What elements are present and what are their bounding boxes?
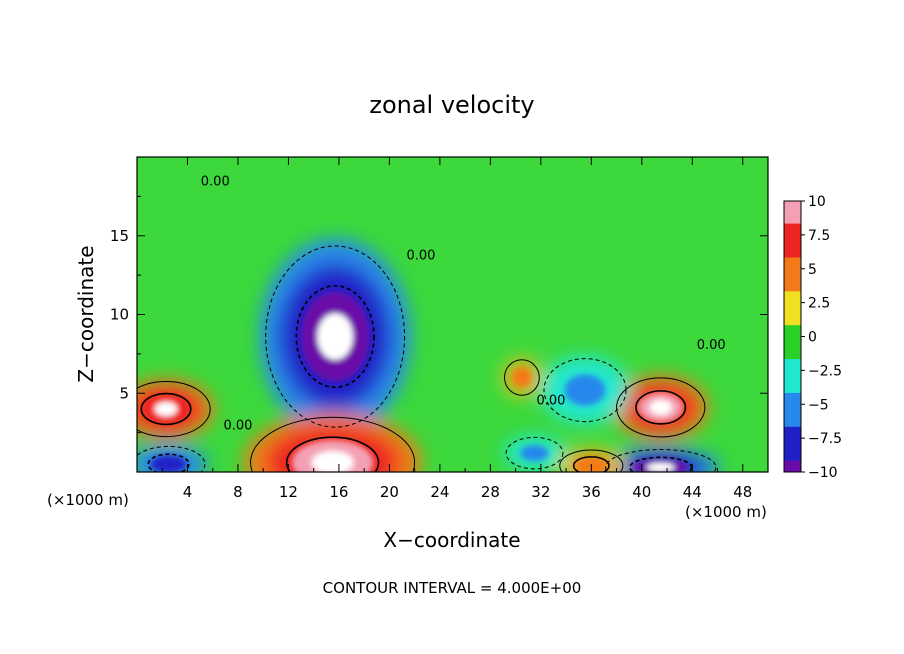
colorbar-band-19 <box>784 415 801 428</box>
contour-outer-3 <box>616 377 706 438</box>
field-extreme-0 <box>317 313 353 360</box>
contour-lines <box>137 245 717 472</box>
colorbar-label-0: 10 <box>808 194 826 210</box>
colorbar-band-9 <box>784 302 801 315</box>
contour-outer-2 <box>137 380 211 438</box>
x-tick-label-3: 16 <box>329 483 348 501</box>
contour-labels: 0.00 0.00 0.00 0.00 0.00 <box>201 174 726 433</box>
contour-label-1: 0.00 <box>406 248 435 263</box>
contour-label-2: 0.00 <box>697 338 726 353</box>
contour-outer-1 <box>250 416 416 472</box>
colorbar-label-8: −10 <box>808 465 838 481</box>
contour-outer-4 <box>605 449 717 472</box>
x-axis-label: X−coordinate <box>383 528 520 552</box>
chart-title: zonal velocity <box>369 91 534 119</box>
colorbar-label-7: −7.5 <box>808 431 842 447</box>
contour-outer-9 <box>505 436 564 470</box>
colorbar-band-2 <box>784 223 801 236</box>
y-tick-label-0: 5 <box>119 384 129 402</box>
colorbar-band-23 <box>784 460 801 473</box>
x-tick-label-0: 4 <box>183 483 193 501</box>
x-tick-label-11: 48 <box>733 483 752 501</box>
colorbar-band-14 <box>784 359 801 371</box>
contour-label-0: 0.00 <box>201 174 230 189</box>
contour-outer-7 <box>543 358 627 423</box>
contour-outer-6 <box>559 449 624 472</box>
contour-inner-5 <box>147 453 190 472</box>
field-extreme-1 <box>311 450 354 472</box>
contour-inner-6 <box>572 456 610 472</box>
x-tick-label-10: 44 <box>683 483 702 501</box>
x-tick-label-1: 8 <box>233 483 243 501</box>
colorbar-band-5 <box>784 257 801 270</box>
contour-label-4: 0.00 <box>223 418 252 433</box>
colorbar-band-7 <box>784 280 801 292</box>
contour-inner-0 <box>295 285 375 389</box>
colorbar-band-18 <box>784 404 801 417</box>
x-tick-label-9: 40 <box>632 483 651 501</box>
colorbar-band-22 <box>784 449 801 462</box>
field-core-7 <box>564 374 606 406</box>
x-tick-label-8: 36 <box>582 483 601 501</box>
colorbar-band-0 <box>784 201 801 213</box>
x-tick-label-6: 28 <box>481 483 500 501</box>
x-tick-label-4: 20 <box>380 483 399 501</box>
colorbar-label-5: −2.5 <box>808 363 842 379</box>
field-core-8 <box>513 368 531 387</box>
field-extreme-4 <box>646 462 675 472</box>
field-extreme-3 <box>649 399 673 415</box>
colorbar-label-6: −5 <box>808 397 829 413</box>
colorbar-band-13 <box>784 347 801 360</box>
x-unit-label-left: (×1000 m) <box>47 491 129 509</box>
colorbar-band-21 <box>784 438 801 450</box>
contour-inner-2 <box>140 392 192 426</box>
field-core-9 <box>520 445 549 461</box>
contour-inner-4 <box>629 456 693 472</box>
x-tick-label-7: 32 <box>531 483 550 501</box>
y-axis-label: Z−coordinate <box>74 245 98 382</box>
velocity-field-cores <box>144 291 689 472</box>
colorbar-band-8 <box>784 291 801 304</box>
contour-inner-3 <box>635 390 687 425</box>
colorbar-band-20 <box>784 426 801 439</box>
x-axis-ticks: 4 8 12 16 20 24 28 32 36 40 44 48 <box>161 157 752 501</box>
colorbar-label-3: 2.5 <box>808 296 830 312</box>
colorbar-band-12 <box>784 336 801 349</box>
colorbar-band-4 <box>784 246 801 258</box>
colorbar-band-1 <box>784 212 801 225</box>
colorbar-label-2: 5 <box>808 262 817 278</box>
colorbar-label-1: 7.5 <box>808 228 830 244</box>
colorbar-band-11 <box>784 325 801 337</box>
colorbar-band-6 <box>784 268 801 281</box>
x-unit-label-right: (×1000 m) <box>685 503 767 521</box>
colorbar-band-16 <box>784 381 801 394</box>
colorbar-band-15 <box>784 370 801 383</box>
colorbar-band-3 <box>784 234 801 247</box>
contour-outer-8 <box>504 359 540 396</box>
contour-inner-1 <box>285 436 380 472</box>
field-extreme-2 <box>154 401 178 417</box>
contour-label-3: 0.00 <box>536 393 565 408</box>
colorbar-band-10 <box>784 313 801 326</box>
contour-outer-5 <box>137 445 206 472</box>
contour-interval-note: CONTOUR INTERVAL = 4.000E+00 <box>323 579 582 597</box>
colorbar-band-17 <box>784 392 801 405</box>
field-core-5 <box>150 455 187 472</box>
y-axis-ticks: 5 10 15 <box>110 195 768 434</box>
x-tick-label-2: 12 <box>279 483 298 501</box>
x-tick-label-5: 24 <box>430 483 449 501</box>
colorbar-label-4: 0 <box>808 330 817 346</box>
contour-outer-0 <box>265 245 406 428</box>
y-tick-label-1: 10 <box>110 306 129 324</box>
plot-area: 0.00 0.00 0.00 0.00 0.00 <box>137 157 768 472</box>
colorbar: 10 7.5 5 2.5 0 −2.5 −5 −7.5 −10 <box>783 194 842 481</box>
y-tick-label-2: 15 <box>110 227 129 245</box>
